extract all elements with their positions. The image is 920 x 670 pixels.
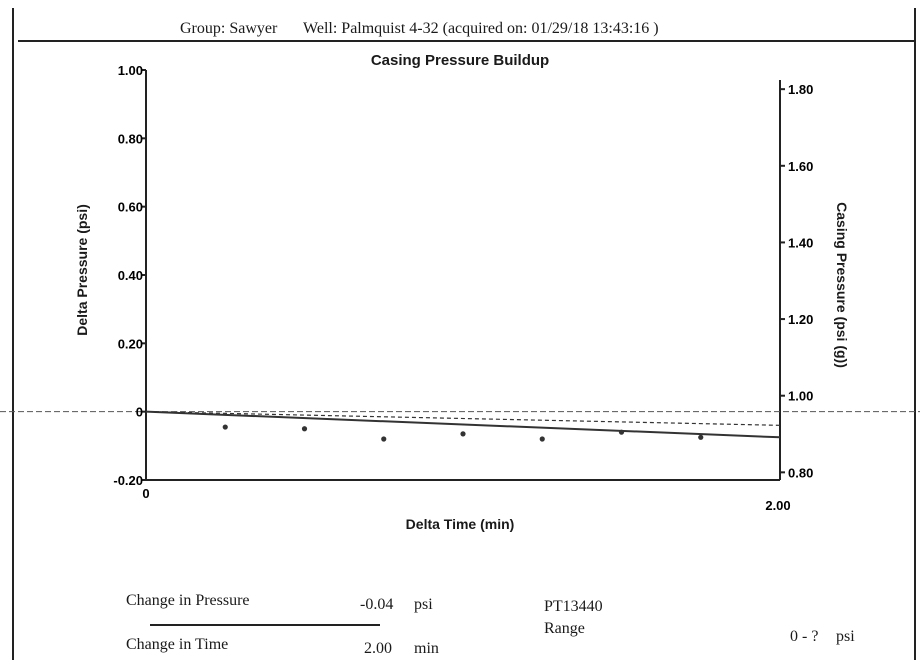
change-time-value: 2.00	[364, 640, 392, 657]
chart-title: Casing Pressure Buildup	[370, 52, 550, 69]
well-label: Well: Palmquist 4-32 (acquired on: 01/29…	[303, 20, 659, 37]
range-label: Range	[544, 620, 585, 637]
y-tick-label: 0	[136, 405, 143, 420]
y2-axis-label: Casing Pressure (psi (g))	[834, 202, 850, 368]
header: Group: Sawyer Well: Palmquist 4-32 (acqu…	[180, 20, 681, 38]
header-divider	[18, 40, 916, 42]
change-time-unit: min	[414, 640, 439, 657]
data-point	[460, 431, 466, 437]
data-point	[301, 426, 308, 432]
data-point	[618, 429, 625, 435]
change-pressure-value: -0.04	[360, 596, 394, 613]
change-pressure-unit: psi	[414, 596, 433, 613]
y-tick-label: -0.20	[113, 473, 143, 488]
x-axis-label: Delta Time (min)	[405, 516, 515, 532]
y2-tick-label: 1.20	[788, 312, 813, 327]
x-tick-label: 2.00	[765, 498, 790, 513]
trend-line	[145, 410, 781, 439]
sensor-id: PT13440	[544, 598, 603, 615]
y2-tick-label: 1.40	[788, 235, 813, 250]
change-pressure-label: Change in Pressure	[126, 592, 250, 609]
y-tick-label: 0.60	[118, 200, 143, 215]
data-point	[381, 436, 387, 442]
dashed-line	[145, 411, 781, 426]
range-value: 0 - ?	[790, 628, 819, 645]
y2-tick-label: 0.80	[788, 465, 813, 480]
change-time-label: Change in Time	[126, 636, 229, 653]
y-axis-label: Delta Pressure (psi)	[74, 204, 90, 336]
range-unit: psi	[836, 628, 855, 645]
data-point	[698, 434, 704, 440]
y-tick-label: 1.00	[118, 63, 143, 78]
y2-tick-label: 1.60	[788, 159, 813, 174]
y-tick-label: 0.40	[118, 268, 143, 283]
x-tick-label: 0	[142, 486, 149, 501]
chart-frame	[12, 8, 916, 660]
group-label: Group: Sawyer	[180, 20, 278, 37]
y-tick-label: 0.20	[118, 336, 143, 351]
data-point	[222, 424, 228, 430]
footer-rule	[150, 624, 380, 626]
data-point	[539, 436, 545, 442]
y2-tick-label: 1.00	[788, 389, 813, 404]
y2-tick-label: 1.80	[788, 82, 813, 97]
y-tick-label: 0.80	[118, 131, 143, 146]
